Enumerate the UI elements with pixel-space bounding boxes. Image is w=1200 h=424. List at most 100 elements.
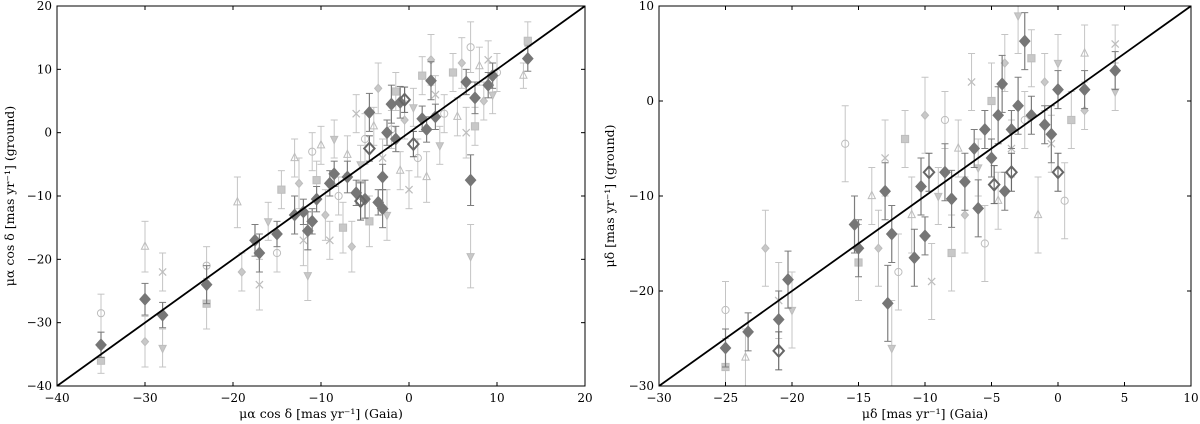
x-tick-label: −30 <box>646 391 671 405</box>
marker-triangle-down <box>1013 12 1023 22</box>
marker-diamond-filled <box>1052 83 1064 97</box>
marker-diamond-filled <box>464 173 477 187</box>
marker-triangle-down <box>466 253 476 262</box>
marker-diamond-filled <box>968 141 981 156</box>
data-point <box>1005 110 1018 149</box>
data-point <box>993 171 1003 230</box>
y-tick-label: 10 <box>639 0 654 13</box>
marker-triangle <box>993 195 1003 204</box>
x-tick-label: 5 <box>1121 391 1129 405</box>
marker-triangle-down <box>973 164 983 174</box>
reference-line <box>659 6 1191 386</box>
data-point <box>354 181 368 221</box>
marker-diamond-open <box>987 177 1001 192</box>
marker-diamond-filled <box>460 75 473 89</box>
marker-triangle-down <box>263 218 273 228</box>
marker-triangle-down <box>887 344 897 354</box>
marker-triangle-down <box>382 211 392 221</box>
data-point <box>927 243 936 320</box>
data-point <box>381 119 393 146</box>
data-point <box>376 163 389 191</box>
data-point <box>900 110 910 168</box>
data-point <box>978 110 991 149</box>
data-point <box>1018 12 1031 71</box>
y-tick-label: −40 <box>27 379 52 393</box>
marker-diamond-filled <box>253 246 266 260</box>
marker-cross <box>927 277 936 286</box>
data-point <box>404 170 414 210</box>
data-point <box>363 92 376 132</box>
marker-triangle <box>395 164 405 174</box>
marker-diamond <box>761 243 770 254</box>
marker-square <box>523 36 532 45</box>
marker-diamond-filled <box>978 122 991 137</box>
data-point <box>301 211 314 251</box>
data-point <box>297 198 310 225</box>
x-tick-label: 10 <box>489 391 504 405</box>
data-point <box>96 293 106 333</box>
data-point <box>418 56 427 96</box>
data-point <box>980 205 989 282</box>
marker-diamond-filled <box>908 251 921 265</box>
data-point <box>158 252 167 292</box>
data-point <box>1027 29 1036 88</box>
marker-diamond <box>140 336 150 347</box>
data-point <box>462 106 471 159</box>
marker-diamond-filled <box>945 192 958 206</box>
data-point <box>448 53 458 92</box>
marker-square <box>277 185 286 194</box>
marker-square <box>900 134 910 144</box>
marker-cross <box>431 90 440 99</box>
data-point <box>1038 105 1051 145</box>
data-point <box>408 87 418 127</box>
marker-diamond-open <box>922 164 936 180</box>
data-point <box>998 171 1011 211</box>
x-tick-label: −5 <box>983 391 1001 405</box>
marker-diamond-open <box>362 141 376 156</box>
x-tick-label: −10 <box>912 391 937 405</box>
data-point <box>200 265 213 305</box>
data-point <box>139 282 151 316</box>
marker-square <box>365 217 374 226</box>
data-point <box>953 119 963 178</box>
x-axis-label: μα cos δ [mas yr⁻¹] (Gaia) <box>239 406 403 421</box>
x-tick-label: −25 <box>713 391 738 405</box>
marker-diamond-filled <box>297 205 310 219</box>
x-tick-label: 10 <box>1183 391 1198 405</box>
series-mixed-light <box>96 21 532 374</box>
data-point <box>841 105 850 183</box>
marker-diamond-filled <box>394 95 407 109</box>
marker-square <box>418 71 427 80</box>
data-point <box>347 220 357 273</box>
marker-circle <box>413 153 422 163</box>
marker-triangle-down <box>787 306 797 316</box>
data-point <box>922 152 936 192</box>
data-point <box>945 169 958 228</box>
left-panel: −40 −30 −20 −10 0 10 20 −40 −30 −20 −10 0 10 20 μα cos… <box>2 0 593 421</box>
marker-cross <box>352 109 361 118</box>
marker-diamond-open <box>354 193 368 209</box>
data-point <box>474 46 484 86</box>
data-point <box>398 86 412 113</box>
data-point <box>140 220 150 273</box>
data-point <box>874 209 883 287</box>
data-point <box>915 157 927 216</box>
data-point <box>996 54 1009 113</box>
marker-diamond-filled <box>306 214 319 228</box>
data-point <box>1004 152 1018 192</box>
marker-square <box>1067 115 1076 125</box>
x-tick-label: 20 <box>577 391 592 405</box>
data-point <box>486 62 499 89</box>
marker-circle <box>334 191 343 201</box>
marker-triangle <box>867 190 877 200</box>
marker-circle <box>721 305 730 315</box>
marker-circle <box>360 134 370 144</box>
y-tick-label: −10 <box>27 189 52 203</box>
marker-triangle-down <box>1053 59 1063 69</box>
data-point <box>1020 91 1029 149</box>
series-diamond-open <box>772 152 1065 371</box>
marker-diamond <box>373 83 383 94</box>
marker-circle <box>440 109 449 118</box>
x-tick-label: −40 <box>44 391 69 405</box>
series-diamond-open <box>354 86 420 221</box>
